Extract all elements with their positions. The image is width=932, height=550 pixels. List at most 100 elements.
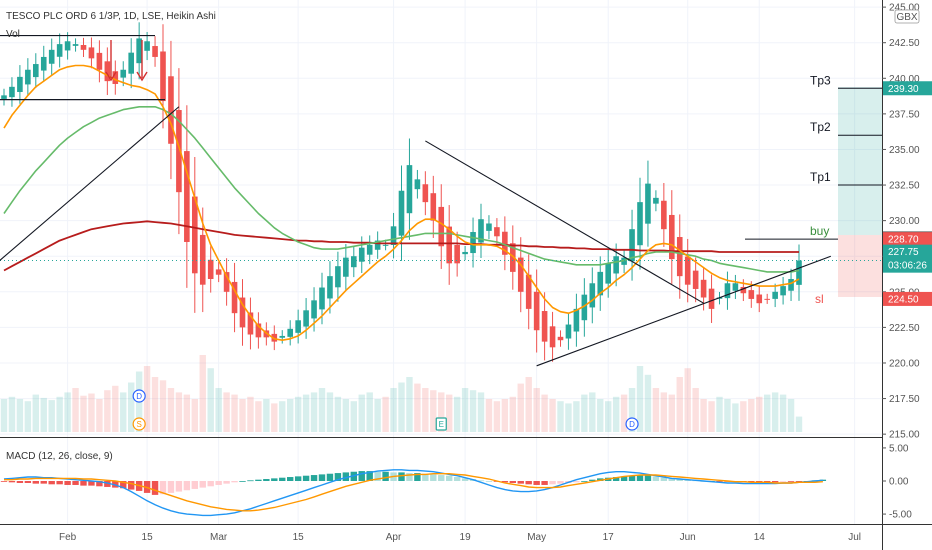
volume-bar [668, 394, 675, 432]
event-marker[interactable]: D [132, 389, 146, 403]
event-marker[interactable]: E [435, 417, 447, 431]
signal-line [4, 473, 823, 512]
volume-bar [72, 388, 79, 432]
macd-histogram-bar [120, 481, 127, 489]
macd-histogram-bar [191, 481, 198, 489]
price-tick-label: 222.50 [889, 323, 920, 334]
macd-histogram-bar [787, 481, 795, 482]
volume-bar [477, 392, 485, 432]
macd-histogram-bar [0, 481, 8, 482]
price-tag-label: 224.50 [888, 294, 919, 305]
macd-histogram-bar [64, 481, 71, 485]
time-tick-label: Mar [210, 532, 228, 543]
candle-body [692, 270, 699, 289]
candle-body [144, 41, 150, 51]
volume-bar [0, 399, 8, 432]
trendlines[interactable] [0, 34, 838, 367]
time-tick-label: Jun [680, 532, 696, 543]
loss-zone [838, 235, 882, 297]
volume-bar [461, 388, 469, 432]
macd-histogram-bar [414, 473, 421, 481]
macd-histogram-bar [215, 481, 222, 485]
ma-fast-line [3, 64, 800, 342]
candle-body [152, 46, 158, 57]
level-label-sl[interactable]: sl [815, 292, 824, 306]
volume-bar [374, 399, 381, 432]
macd-histogram-bar [263, 479, 270, 481]
event-marker[interactable]: D [625, 417, 639, 431]
level-label-tp2[interactable]: Tp2 [810, 120, 831, 134]
price-tick-label: 220.00 [889, 358, 920, 369]
macd-histogram-bar [8, 481, 16, 483]
volume-bar [287, 399, 294, 432]
macd-histogram-bar [207, 481, 214, 487]
volume-bar [64, 392, 71, 432]
level-label-tp1[interactable]: Tp1 [810, 170, 831, 184]
volume-bar [787, 399, 795, 432]
macd-histogram-bar [318, 474, 326, 481]
macd-histogram-bar [533, 481, 540, 485]
event-flag [435, 417, 447, 431]
candle-body [414, 179, 421, 190]
macd-legend[interactable]: MACD (12, 26, close, 9) [6, 451, 113, 462]
candle-body [478, 219, 484, 243]
candle-body [637, 202, 643, 246]
symbol-legend[interactable]: TESCO PLC ORD 6 1/3P, 1D, LSE, Heikin As… [6, 11, 216, 22]
trendline-fall [425, 140, 704, 304]
level-label-tp3[interactable]: Tp3 [810, 73, 831, 87]
time-axis[interactable]: Feb 15 Mar 15 Apr 19 May 17 Jun 14 Jul [59, 532, 861, 543]
volume-bar [16, 399, 24, 432]
volume-bar [684, 368, 691, 432]
macd-histogram-bar [334, 473, 342, 481]
candle-body [33, 64, 39, 78]
volume-bar [263, 399, 270, 432]
volume-bar [612, 396, 620, 432]
time-tick-label: 15 [293, 532, 305, 543]
candle-body [708, 288, 715, 309]
volume-bar [748, 399, 755, 432]
volume-bar [644, 374, 652, 432]
sell-arrow-head [105, 71, 117, 82]
macd-histogram-bar [294, 476, 302, 481]
candle-body [207, 259, 214, 279]
currency-badge[interactable] [894, 9, 920, 24]
candle-body [510, 243, 516, 272]
macd-histogram-bar [366, 471, 373, 481]
macd-histogram-bar [430, 474, 437, 481]
volume-bar [104, 390, 111, 432]
volume-bar [48, 400, 55, 432]
volume-bar [771, 392, 779, 432]
volume-bar [581, 394, 588, 432]
event-marker[interactable]: S [132, 417, 146, 431]
candle-body [398, 190, 405, 236]
macd-histogram-bar [668, 478, 675, 481]
macd-histogram-bar [612, 477, 620, 481]
ma-mid-line [3, 106, 800, 273]
volume-bar [493, 401, 501, 432]
price-tag [883, 291, 932, 306]
candle-body [223, 272, 230, 292]
level-label-buy[interactable]: buy [810, 224, 829, 238]
volume-bar [302, 394, 310, 432]
candle-body [136, 38, 142, 64]
candle-body [199, 234, 206, 285]
time-tick-label: 15 [142, 532, 154, 543]
level-labels[interactable]: Tp3 Tp2 Tp1 buy sl [810, 73, 882, 306]
candle-body [446, 226, 452, 264]
macd-histogram-bar [128, 481, 135, 490]
macd-histogram-bar [446, 475, 453, 481]
macd-histogram-bar [795, 481, 803, 482]
volume-bar [795, 416, 803, 432]
candle-body [438, 206, 445, 247]
sell-arrow-head [136, 71, 148, 82]
currency-label: GBX [896, 12, 917, 23]
candle-body [494, 227, 500, 237]
candle-body [104, 61, 111, 82]
volume-legend[interactable]: Vol [6, 29, 20, 40]
candle-body [366, 244, 373, 255]
volume-bar [406, 377, 413, 432]
volume-bar [215, 388, 222, 432]
event-markers[interactable]: D S E D [132, 389, 639, 431]
